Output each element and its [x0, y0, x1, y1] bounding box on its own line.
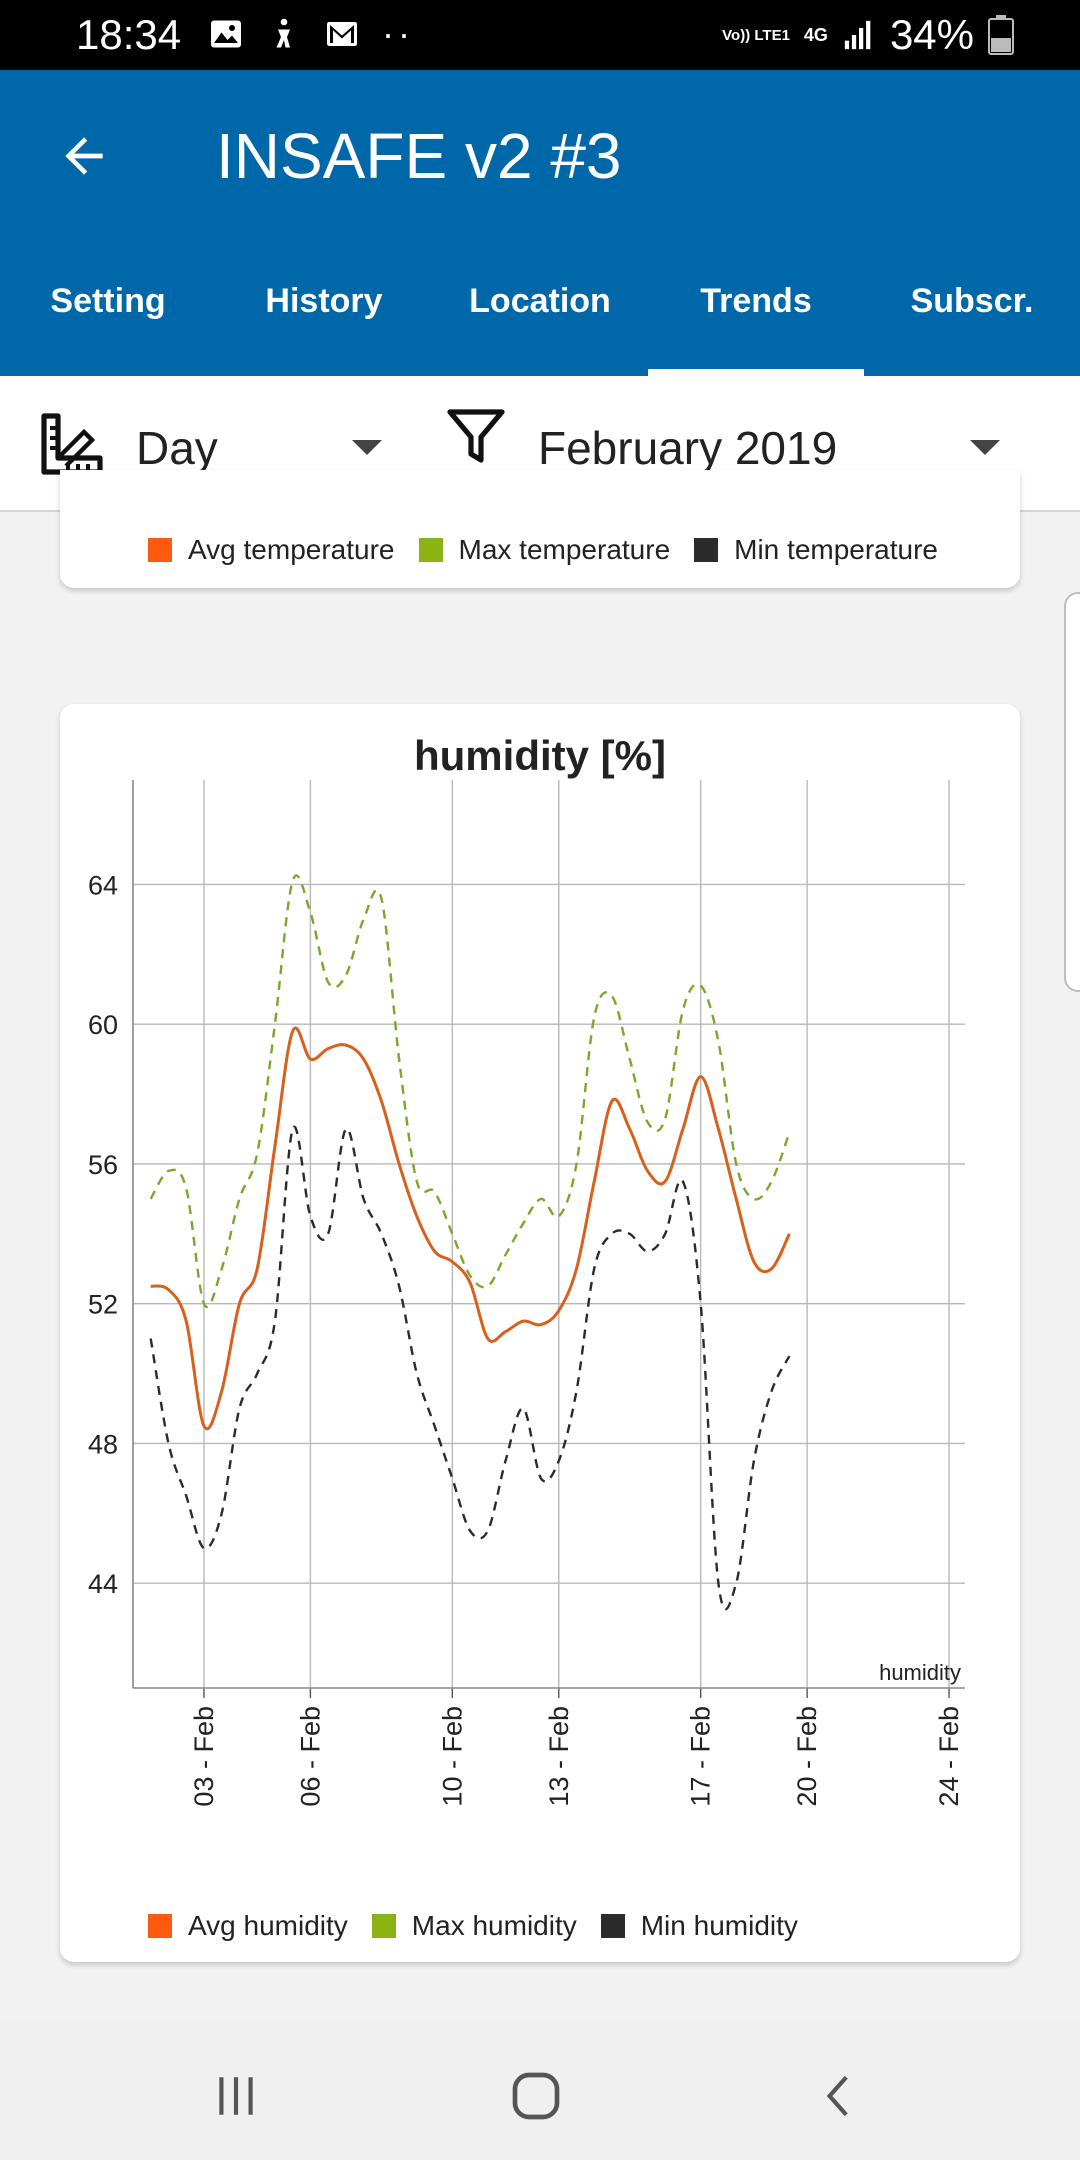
legend-label: Avg humidity	[188, 1910, 348, 1941]
arrow-back-icon	[65, 137, 103, 175]
legend-swatch	[418, 538, 443, 562]
legend-label: Min humidity	[640, 1910, 798, 1941]
y-tick-label: 64	[88, 870, 118, 900]
series-line-max-humidity	[149, 874, 791, 1308]
battery-percent: 34%	[889, 11, 974, 58]
legend-max-humidity[interactable]: Max humidity	[371, 1910, 577, 1942]
gmail-icon	[327, 22, 357, 46]
legend-swatch	[600, 1914, 625, 1938]
y-tick-label: 52	[88, 1290, 118, 1320]
chart-title: humidity [%]	[414, 732, 666, 779]
legend-swatch	[148, 1914, 172, 1938]
x-tick-label: 03 - Feb	[189, 1706, 219, 1807]
home-icon	[512, 2072, 560, 2120]
legend-avg-humidity[interactable]: Avg humidity	[148, 1910, 348, 1942]
chevron-down-icon	[352, 440, 382, 455]
tab-history[interactable]: History	[265, 282, 383, 320]
tab-trends[interactable]: Trends	[648, 260, 864, 376]
more-notifications: ··	[382, 13, 414, 54]
x-tick-label: 06 - Feb	[295, 1706, 325, 1807]
humidity-legend: Avg humidity Max humidity Min humidity	[148, 1910, 822, 1942]
notification-icons: ··	[208, 16, 414, 52]
tab-location[interactable]: Location	[469, 282, 611, 320]
legend-avg-temperature[interactable]: Avg temperature	[148, 534, 395, 566]
legend-swatch	[148, 538, 172, 562]
nav-back-button[interactable]	[800, 2056, 880, 2136]
month-value: February 2019	[538, 422, 838, 474]
tab-subscr[interactable]: Subscr.	[910, 282, 1034, 320]
legend-min-temperature[interactable]: Min temperature	[694, 534, 938, 566]
system-nav-bar	[0, 2020, 1080, 2160]
page-title: INSAFE v2 #3	[216, 120, 622, 192]
legend-max-temperature[interactable]: Max temperature	[418, 534, 671, 566]
x-tick-label: 13 - Feb	[544, 1706, 574, 1807]
chevron-down-icon	[970, 440, 1000, 455]
chart-annotation: humidity	[879, 1660, 961, 1685]
x-tick-label: 10 - Feb	[437, 1706, 467, 1807]
y-tick-label: 48	[88, 1429, 118, 1459]
network-type: 4G	[803, 25, 828, 45]
series-line-min-humidity	[149, 1125, 791, 1611]
home-button[interactable]	[496, 2056, 576, 2136]
accessibility-icon	[276, 18, 290, 48]
legend-swatch	[371, 1914, 396, 1938]
legend-label: Max humidity	[411, 1910, 577, 1941]
period-dropdown[interactable]: Day	[40, 404, 400, 488]
back-icon	[826, 2075, 848, 2117]
gallery-icon	[211, 20, 241, 48]
status-time: 18:34	[76, 11, 182, 58]
signal-icon	[844, 20, 871, 50]
temperature-chart-card: Avg temperature Max temperature Min temp…	[60, 470, 1020, 588]
series-line-avg-humidity	[150, 1026, 791, 1431]
filter-icon	[447, 409, 505, 463]
tab-setting[interactable]: Setting	[50, 282, 166, 320]
legend-min-humidity[interactable]: Min humidity	[600, 1910, 798, 1942]
side-drawer-handle[interactable]	[1064, 592, 1080, 992]
tab-bar: Setting History Location Trends Subscr.	[0, 260, 1080, 376]
humidity-chart-card: humidity [%] 44 48 52 56 60 64 03 - Feb 06 - Fe…	[60, 704, 1020, 1962]
y-tick-label: 56	[88, 1150, 118, 1180]
recent-apps-icon	[219, 2077, 253, 2115]
temperature-legend: Avg temperature Max temperature Min temp…	[148, 534, 962, 566]
period-value: Day	[136, 422, 218, 474]
humidity-chart: 44 48 52 56 60 64 03 - Feb 06 - Feb 10 - Feb 13 -…	[88, 780, 965, 1807]
legend-swatch	[694, 538, 719, 562]
ruler-icon	[41, 413, 103, 475]
x-tick-label: 20 - Feb	[792, 1706, 822, 1807]
legend-label: Max temperature	[458, 534, 671, 565]
battery-icon	[988, 15, 1014, 55]
recent-apps-button[interactable]	[196, 2056, 276, 2136]
status-bar: 18:34 ·· Vo)) LTE1 4G 34%	[0, 0, 1080, 70]
month-dropdown[interactable]: February 2019	[444, 404, 1014, 488]
legend-label: Min temperature	[734, 534, 939, 565]
legend-label: Avg temperature	[188, 534, 395, 565]
y-tick-label: 44	[88, 1569, 118, 1599]
system-indicators: Vo)) LTE1 4G 34%	[722, 10, 1014, 60]
x-tick-label: 17 - Feb	[686, 1706, 716, 1807]
x-tick-label: 24 - Feb	[934, 1706, 964, 1807]
back-button[interactable]	[48, 120, 120, 192]
volte-indicator: Vo)) LTE1	[722, 26, 790, 44]
app-bar: INSAFE v2 #3 Setting History Location Tr…	[0, 70, 1080, 376]
y-tick-label: 60	[88, 1010, 118, 1040]
